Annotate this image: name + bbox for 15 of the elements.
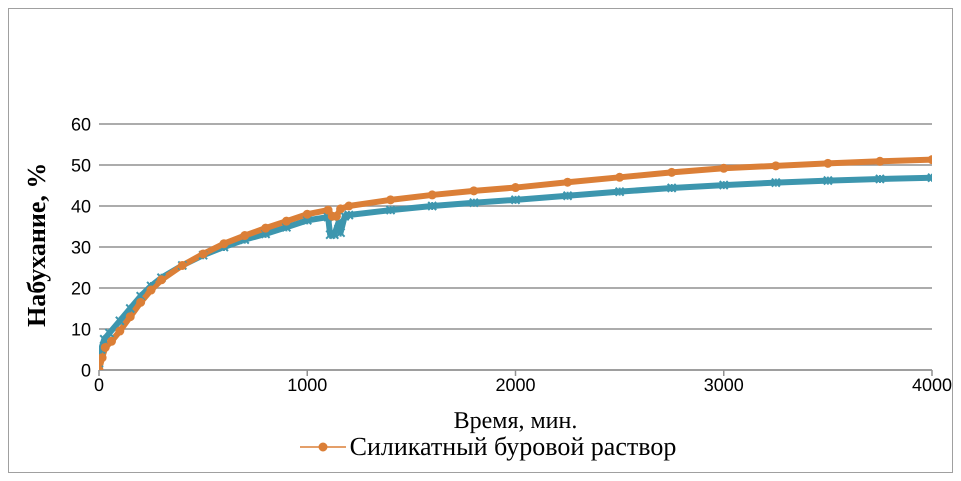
x-tick-label: 4000: [912, 374, 952, 395]
x-tick-label: 1000: [287, 374, 328, 395]
y-tick-label: 30: [70, 237, 91, 258]
x-tick-label: 0: [94, 374, 104, 395]
x-tick-label: 3000: [704, 374, 744, 395]
legend-label: Силикатный буровой раствор: [348, 432, 676, 462]
y-axis-title: Набухание, %: [22, 162, 52, 327]
x-axis-title: Время, мин.: [454, 408, 578, 434]
y-tick-label: 10: [70, 319, 91, 340]
y-tick-label: 20: [70, 278, 91, 298]
x-tick-label: 2000: [495, 374, 536, 395]
y-tick-label: 0: [80, 360, 91, 380]
y-tick-label: 50: [70, 155, 91, 176]
y-tick-label: 40: [70, 196, 91, 216]
y-tick-label: 60: [70, 114, 91, 134]
